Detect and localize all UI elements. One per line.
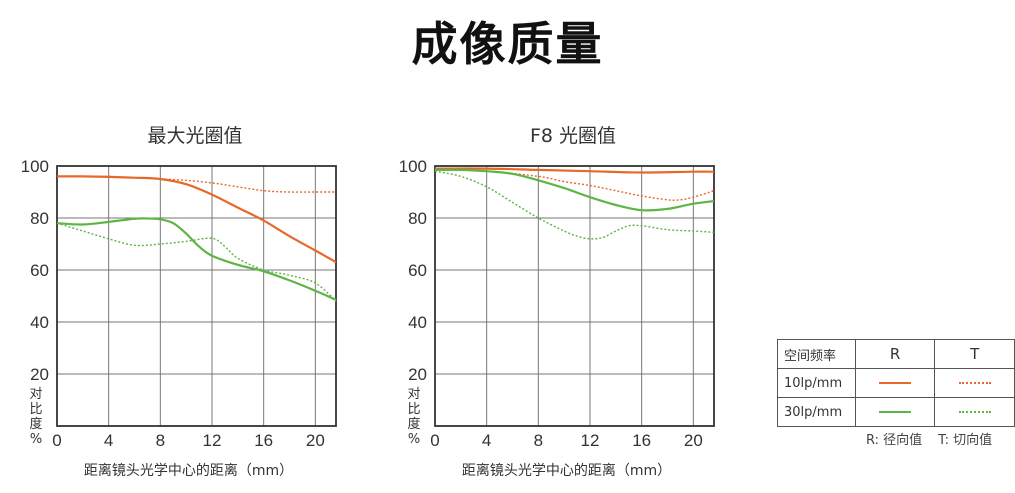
y-tick-label: 100 [21, 157, 49, 176]
x-tick-label: 4 [482, 431, 491, 450]
x-tick-label: 16 [632, 431, 651, 450]
legend-col-r: R [854, 339, 936, 369]
legend-col-t: T [934, 339, 1015, 369]
x-tick-label: 20 [306, 431, 325, 450]
series-line [434, 168, 715, 212]
series-line [434, 167, 715, 174]
y-tick-label: 20 [408, 365, 427, 384]
plot-frame [434, 165, 715, 427]
legend-swatch-10-t [958, 382, 991, 384]
series-line [434, 169, 715, 201]
x-tick-label: 8 [534, 431, 543, 450]
chart1: 20 40 60 80 100 0 4 8 12 16 20 距离镜头光学中心的距离（mm） 对比度% [21, 157, 337, 479]
x-tick-label: 20 [684, 431, 703, 450]
legend-swatch-10-r [879, 382, 912, 384]
x-tick-label: 12 [581, 431, 600, 450]
y-tick-label: 60 [30, 261, 49, 280]
series-line [56, 175, 337, 264]
series-line [56, 222, 337, 302]
y-axis-label-char: 对 [407, 387, 420, 402]
y-axis-label-char: 度 [407, 416, 420, 432]
note-radial: R: 径向值 [866, 433, 923, 448]
x-tick-label: 0 [430, 431, 439, 450]
legend-notes: R: 径向值 T: 切向值 [866, 429, 1008, 448]
legend-row-30lp: 30lp/mm [777, 397, 856, 427]
x-tick-label: 4 [104, 431, 113, 450]
y-axis-label-char: % [408, 432, 420, 447]
y-tick-label: 20 [30, 365, 49, 384]
x-tick-label: 0 [52, 431, 61, 450]
y-axis-label-char: % [30, 432, 42, 447]
x-tick-label: 16 [254, 431, 273, 450]
x-axis-label: 距离镜头光学中心的距离（mm） [462, 462, 671, 479]
y-axis-label-char: 比 [407, 402, 420, 417]
legend-swatch-30-r [879, 411, 912, 413]
chart2: 20 40 60 80 100 0 4 8 12 16 20 距离镜头光学中心的距离（mm） 对比度% [399, 157, 715, 479]
x-tick-label: 12 [203, 431, 222, 450]
page-title: 成像质量 [411, 17, 604, 71]
note-tangential: T: 切向值 [938, 433, 993, 448]
y-tick-label: 60 [408, 261, 427, 280]
legend-row-10lp: 10lp/mm [777, 368, 856, 398]
legend-table: 空间频率 R T 10lp/mm 30lp/mm [777, 339, 1015, 427]
x-tick-label: 8 [156, 431, 165, 450]
x-axis-label: 距离镜头光学中心的距离（mm） [84, 462, 293, 479]
series-line [434, 170, 715, 240]
y-axis-label-char: 度 [29, 416, 42, 432]
chart1-title: 最大光圈值 [147, 125, 243, 147]
legend-header-label: 空间频率 [777, 339, 856, 369]
y-axis-label-char: 比 [29, 402, 42, 417]
series-line [57, 175, 336, 193]
y-tick-label: 100 [399, 157, 427, 176]
y-tick-label: 40 [408, 313, 427, 332]
plot-frame [56, 165, 337, 427]
y-tick-label: 80 [30, 209, 49, 228]
series-line [56, 217, 337, 301]
y-tick-label: 40 [30, 313, 49, 332]
y-tick-label: 80 [408, 209, 427, 228]
chart2-title: F8 光圈值 [529, 125, 617, 147]
legend-swatch-30-t [958, 411, 991, 413]
y-axis-label-char: 对 [29, 387, 42, 402]
